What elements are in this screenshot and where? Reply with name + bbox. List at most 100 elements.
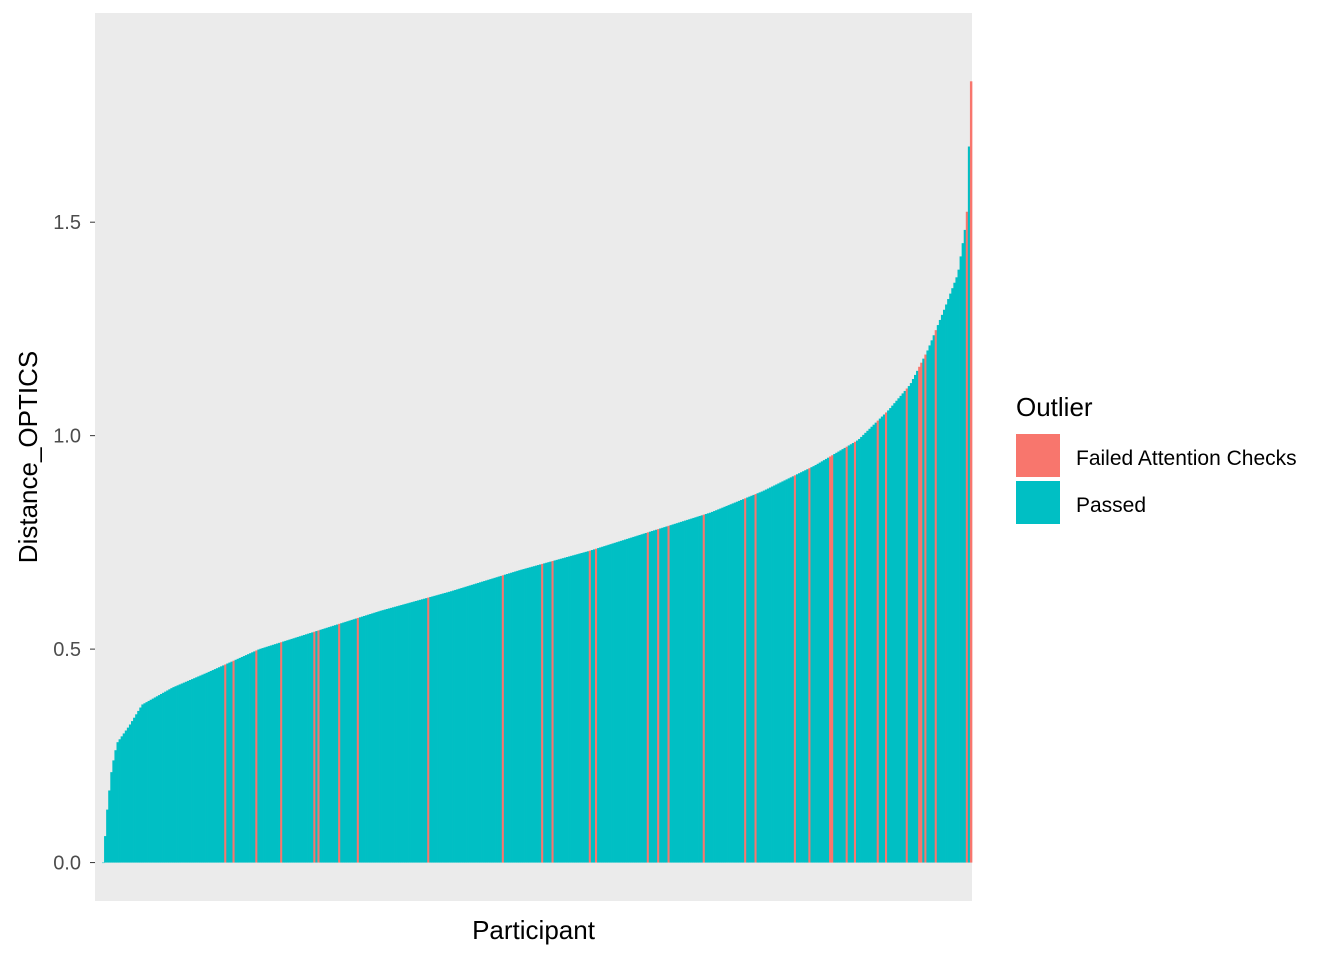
bar-242: [603, 546, 606, 863]
legend-title: Outlier: [1016, 392, 1093, 422]
bar-276: [673, 523, 677, 863]
bar-239: [597, 548, 600, 863]
bar-19: [141, 704, 144, 863]
bar-213: [543, 563, 546, 863]
bar-353: [833, 454, 836, 863]
bar-186: [487, 579, 490, 863]
bar-324: [773, 485, 776, 863]
bar-364: [856, 440, 859, 863]
bar-4: [110, 772, 113, 863]
bar-91: [290, 638, 293, 863]
bar-167: [447, 591, 451, 863]
bar-108: [325, 627, 329, 863]
bar-86: [280, 642, 283, 863]
bar-273: [667, 525, 670, 863]
bar-388: [905, 388, 909, 863]
bar-342: [810, 467, 813, 863]
bar-290: [702, 514, 706, 863]
bar-417: [965, 211, 969, 863]
bar-77: [261, 648, 264, 863]
bar-256: [632, 536, 635, 863]
bar-279: [679, 521, 683, 863]
bar-366: [860, 436, 863, 863]
bar-216: [549, 561, 552, 863]
bar-406: [943, 309, 946, 863]
bar-350: [827, 457, 830, 863]
bar-305: [733, 502, 737, 863]
bar-25: [153, 697, 157, 863]
bar-39: [182, 682, 186, 863]
bar-0: [102, 862, 105, 864]
bar-175: [464, 586, 467, 863]
bar-369: [866, 430, 869, 863]
bar-301: [725, 505, 728, 863]
bar-291: [704, 514, 708, 863]
bar-415: [961, 243, 965, 863]
bar-195: [505, 574, 509, 863]
bar-269: [659, 528, 662, 863]
bar-81: [269, 645, 273, 863]
bar-377: [882, 414, 886, 863]
bar-122: [354, 618, 358, 863]
bar-182: [479, 582, 482, 863]
bar-257: [634, 536, 637, 863]
bar-363: [853, 441, 857, 863]
bar-189: [493, 577, 496, 863]
bar-264: [648, 531, 652, 863]
y-tick-label-3: 1.5: [53, 212, 81, 234]
bar-230: [578, 553, 581, 863]
bar-294: [711, 511, 714, 863]
bar-160: [433, 595, 436, 863]
bar-14: [131, 721, 134, 863]
bar-333: [791, 476, 795, 863]
bar-314: [752, 494, 755, 863]
bar-248: [615, 542, 619, 863]
bar-87: [282, 641, 285, 863]
bar-247: [613, 542, 617, 863]
bar-16: [135, 714, 138, 863]
bar-284: [690, 518, 693, 863]
bar-354: [835, 452, 838, 863]
bar-196: [508, 573, 511, 863]
bar-127: [365, 615, 368, 863]
bar-171: [456, 589, 459, 863]
bar-237: [592, 549, 596, 863]
bar-281: [684, 520, 687, 863]
bar-192: [499, 575, 503, 863]
bar-266: [653, 530, 656, 863]
bar-329: [783, 480, 786, 863]
bar-320: [764, 489, 768, 863]
bar-261: [642, 533, 646, 863]
bar-93: [294, 637, 298, 863]
bar-272: [665, 526, 668, 863]
bar-114: [338, 623, 341, 863]
bar-10: [122, 733, 126, 863]
bar-209: [534, 565, 538, 863]
bar-286: [694, 517, 697, 863]
bar-339: [804, 470, 807, 863]
bar-335: [795, 474, 799, 863]
bar-194: [503, 574, 507, 863]
bar-66: [238, 657, 242, 863]
bar-224: [566, 557, 569, 863]
bar-365: [858, 438, 861, 863]
bar-336: [798, 473, 801, 863]
bar-206: [528, 567, 532, 863]
bar-64: [234, 659, 237, 863]
bar-23: [149, 699, 153, 863]
bar-111: [331, 625, 335, 863]
bar-36: [176, 685, 179, 863]
bar-355: [837, 451, 840, 863]
bar-383: [895, 400, 898, 863]
bar-370: [868, 428, 871, 863]
bar-181: [476, 582, 480, 863]
bar-143: [398, 605, 401, 863]
bar-414: [959, 256, 962, 863]
bar-46: [197, 676, 200, 863]
bar-168: [450, 591, 453, 863]
bar-67: [240, 656, 244, 863]
bar-193: [501, 575, 505, 863]
bar-201: [518, 570, 521, 863]
bar-397: [924, 354, 927, 863]
bar-129: [369, 614, 372, 863]
